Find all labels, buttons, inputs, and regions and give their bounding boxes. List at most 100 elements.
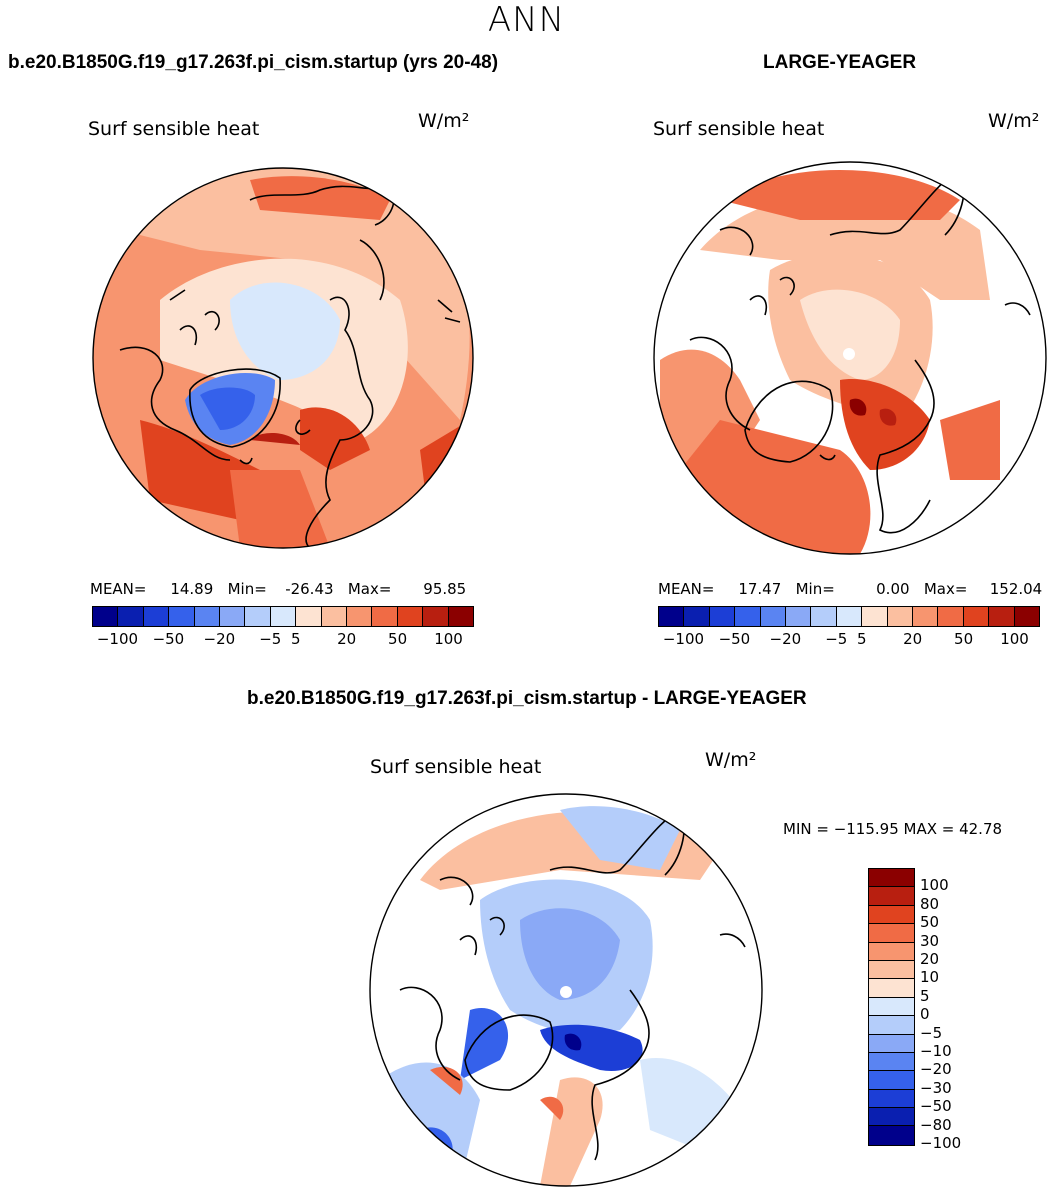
- obs-title: LARGE-YEAGER: [763, 52, 917, 73]
- panel2-stats: MEAN= 17.47 Min= 0.00 Max= 152.04: [658, 580, 1043, 598]
- colorbar-box: [869, 1089, 914, 1109]
- colorbar-box: [760, 607, 787, 626]
- colorbar-tick-label: −50: [152, 630, 185, 648]
- colorbar-box: [397, 607, 424, 626]
- colorbar-tick-label: 20: [903, 630, 923, 648]
- panel2-title: Surf sensible heat: [653, 118, 825, 140]
- colorbar-box: [709, 607, 736, 626]
- colorbar-tick-label: −5: [825, 630, 848, 648]
- colorbar-box: [296, 607, 322, 626]
- colorbar-box: [347, 607, 373, 626]
- colorbar-box: [869, 869, 914, 888]
- colorbar-tick-label: 5: [290, 630, 301, 648]
- colorbar-box: [143, 607, 170, 626]
- colorbar-box: [869, 1126, 914, 1145]
- colorbar-box: [869, 905, 914, 925]
- colorbar-box: [913, 607, 939, 626]
- panel2-pole-hole: [843, 348, 855, 360]
- panel3-units: W/m²: [705, 749, 757, 771]
- panel1-units: W/m²: [418, 110, 470, 132]
- colorbar-box: [869, 960, 914, 980]
- colorbar-tick-label: 50: [954, 630, 974, 648]
- colorbar-box: [93, 607, 119, 626]
- panel1-map: [93, 168, 473, 548]
- colorbar-tick-label: −100: [96, 630, 139, 648]
- colorbar-box: [963, 607, 990, 626]
- colorbar-box: [372, 607, 398, 626]
- colorbar-tick-label: 5: [856, 630, 867, 648]
- colorbar-tick-label: 20: [920, 950, 940, 968]
- colorbar-box: [869, 887, 914, 906]
- panel3-colorbar: [868, 868, 915, 1146]
- colorbar-tick-label: 100: [920, 876, 949, 895]
- colorbar-tick-label: −100: [920, 1134, 962, 1152]
- colorbar-box: [735, 607, 761, 626]
- colorbar-box: [270, 607, 297, 626]
- colorbar-box: [869, 1052, 914, 1072]
- case-title: b.e20.B1850G.f19_g17.263f.pi_cism.startu…: [8, 52, 499, 73]
- colorbar-box: [321, 607, 348, 626]
- colorbar-box: [245, 607, 271, 626]
- colorbar-tick-label: −100: [662, 630, 705, 648]
- panel2-mean: 17.47: [738, 580, 782, 598]
- colorbar-tick-label: −5: [920, 1023, 943, 1042]
- colorbar-box: [169, 607, 195, 626]
- colorbar-tick-label: −80: [920, 1115, 952, 1134]
- panel3-minmax: MIN = −115.95 MAX = 42.78: [783, 820, 1003, 838]
- panel3-coastlines: [399, 808, 746, 1161]
- colorbar-tick-label: 50: [920, 913, 940, 932]
- panel3-pole-hole: [560, 986, 572, 998]
- colorbar-box: [836, 607, 863, 626]
- colorbar-box: [862, 607, 888, 626]
- panel2-colorbar: [658, 606, 1040, 627]
- colorbar-box: [786, 607, 812, 626]
- colorbar-box: [811, 607, 837, 626]
- panel1-max: 95.85: [423, 580, 467, 598]
- colorbar-box: [659, 607, 685, 626]
- colorbar-tick-label: −50: [718, 630, 751, 648]
- panel1-title: Surf sensible heat: [88, 118, 260, 140]
- colorbar-box: [869, 1071, 914, 1090]
- colorbar-box: [869, 942, 914, 961]
- colorbar-box: [869, 1108, 914, 1127]
- panel3-boundary: [369, 793, 763, 1187]
- colorbar-tick-label: −20: [203, 630, 236, 648]
- colorbar-tick-label: 100: [434, 630, 463, 648]
- colorbar-box: [1014, 607, 1040, 626]
- diff-title: b.e20.B1850G.f19_g17.263f.pi_cism.startu…: [247, 688, 807, 709]
- colorbar-tick-label: 20: [337, 630, 357, 648]
- colorbar-box: [869, 1016, 914, 1035]
- panel1-boundary: [92, 167, 474, 549]
- colorbar-tick-label: −5: [259, 630, 282, 648]
- panel2-coastlines: [689, 168, 1031, 534]
- colorbar-box: [423, 607, 449, 626]
- colorbar-box: [194, 607, 221, 626]
- panel3-title: Surf sensible heat: [370, 756, 542, 778]
- panel1-colorbar: [92, 606, 474, 627]
- colorbar-box: [118, 607, 144, 626]
- panel1-coastlines: [119, 183, 461, 548]
- season-title: ANN: [487, 0, 566, 40]
- colorbar-box: [938, 607, 964, 626]
- panel2-min: 0.00: [876, 580, 910, 598]
- colorbar-tick-label: 100: [1000, 630, 1029, 648]
- colorbar-tick-label: 0: [920, 1005, 930, 1024]
- colorbar-tick-label: 5: [920, 986, 930, 1005]
- colorbar-tick-label: 80: [920, 894, 940, 913]
- colorbar-tick-label: 30: [920, 931, 940, 950]
- colorbar-box: [869, 1034, 914, 1053]
- colorbar-box: [448, 607, 474, 626]
- colorbar-tick-label: −10: [920, 1042, 952, 1060]
- colorbar-tick-label: −50: [920, 1097, 952, 1116]
- panel1-stats: MEAN= 14.89 Min= -26.43 Max= 95.85: [90, 580, 467, 598]
- panel1-min: -26.43: [285, 580, 334, 598]
- colorbar-box: [869, 924, 914, 943]
- panel1-mean: 14.89: [170, 580, 214, 598]
- colorbar-box: [887, 607, 914, 626]
- colorbar-tick-label: 50: [388, 630, 408, 648]
- colorbar-box: [220, 607, 246, 626]
- colorbar-box: [684, 607, 710, 626]
- colorbar-tick-label: −20: [769, 630, 802, 648]
- colorbar-box: [869, 979, 914, 998]
